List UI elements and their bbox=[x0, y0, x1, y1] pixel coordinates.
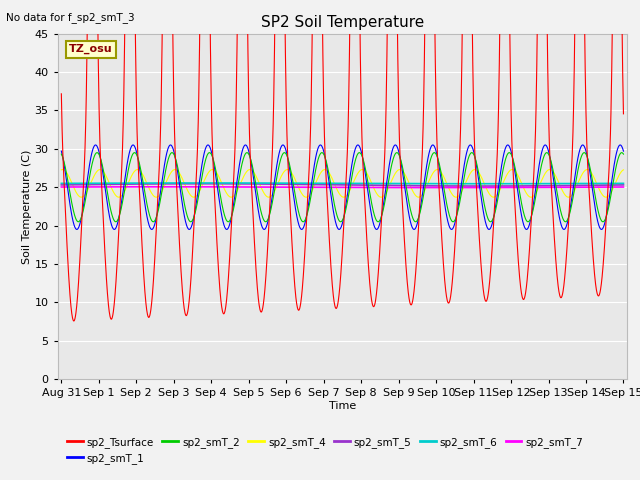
sp2_smT_6 bbox=[211, 180, 219, 186]
sp2_smT_4 bbox=[510, 167, 518, 173]
sp2_smT_7 bbox=[58, 184, 65, 190]
sp2_smT_4 bbox=[211, 168, 219, 174]
Line: sp2_smT_6: sp2_smT_6 bbox=[61, 183, 623, 184]
Line: sp2_smT_1: sp2_smT_1 bbox=[61, 145, 623, 229]
Line: sp2_smT_5: sp2_smT_5 bbox=[61, 184, 623, 186]
sp2_smT_2 bbox=[620, 151, 627, 157]
Text: No data for f_sp2_smT_3: No data for f_sp2_smT_3 bbox=[6, 12, 135, 23]
sp2_smT_1 bbox=[92, 142, 99, 148]
sp2_smT_7 bbox=[620, 184, 627, 190]
sp2_smT_4 bbox=[595, 186, 603, 192]
sp2_smT_1 bbox=[620, 148, 627, 154]
sp2_smT_1 bbox=[407, 220, 415, 226]
sp2_Tsurface bbox=[70, 318, 77, 324]
sp2_smT_2 bbox=[58, 151, 65, 157]
sp2_smT_1 bbox=[58, 148, 65, 154]
sp2_smT_2 bbox=[211, 164, 219, 170]
sp2_smT_4 bbox=[348, 182, 356, 188]
sp2_smT_7 bbox=[595, 184, 603, 190]
sp2_smT_5 bbox=[510, 183, 518, 189]
sp2_smT_6 bbox=[162, 180, 170, 186]
sp2_smT_4 bbox=[59, 167, 67, 172]
sp2_smT_6 bbox=[348, 180, 356, 186]
sp2_smT_2 bbox=[74, 219, 82, 225]
sp2_Tsurface bbox=[595, 292, 603, 298]
sp2_smT_1 bbox=[73, 227, 81, 232]
sp2_smT_2 bbox=[595, 213, 603, 218]
sp2_smT_2 bbox=[510, 158, 518, 164]
sp2_smT_5 bbox=[595, 182, 603, 188]
sp2_smT_7 bbox=[407, 185, 415, 191]
Line: sp2_smT_2: sp2_smT_2 bbox=[61, 153, 623, 222]
Line: sp2_Tsurface: sp2_Tsurface bbox=[61, 0, 623, 321]
sp2_smT_4 bbox=[58, 167, 65, 173]
sp2_smT_6 bbox=[198, 180, 205, 186]
sp2_smT_7 bbox=[211, 184, 219, 190]
sp2_smT_5 bbox=[211, 181, 219, 187]
Text: TZ_osu: TZ_osu bbox=[69, 44, 113, 54]
sp2_smT_6 bbox=[595, 180, 603, 186]
sp2_smT_7 bbox=[510, 185, 518, 191]
sp2_Tsurface bbox=[58, 91, 65, 96]
sp2_smT_5 bbox=[198, 181, 205, 187]
sp2_smT_1 bbox=[510, 161, 518, 167]
Line: sp2_smT_4: sp2_smT_4 bbox=[61, 169, 623, 197]
Y-axis label: Soil Temperature (C): Soil Temperature (C) bbox=[22, 149, 31, 264]
sp2_smT_4 bbox=[163, 179, 170, 184]
X-axis label: Time: Time bbox=[329, 401, 356, 411]
sp2_smT_7 bbox=[163, 184, 170, 190]
sp2_smT_5 bbox=[479, 183, 487, 189]
sp2_smT_7 bbox=[348, 184, 356, 190]
sp2_smT_6 bbox=[58, 180, 65, 186]
sp2_smT_6 bbox=[510, 181, 518, 187]
sp2_smT_5 bbox=[348, 182, 356, 188]
sp2_smT_4 bbox=[407, 184, 415, 190]
sp2_smT_7 bbox=[153, 184, 161, 190]
sp2_smT_6 bbox=[620, 180, 627, 186]
sp2_smT_5 bbox=[58, 182, 65, 188]
sp2_Tsurface bbox=[211, 204, 219, 210]
sp2_smT_5 bbox=[162, 181, 170, 187]
sp2_smT_1 bbox=[163, 151, 170, 157]
sp2_smT_2 bbox=[348, 171, 356, 177]
sp2_smT_1 bbox=[348, 159, 356, 165]
sp2_smT_6 bbox=[407, 181, 415, 187]
Legend: sp2_Tsurface, sp2_smT_1, sp2_smT_2, sp2_smT_4, sp2_smT_5, sp2_smT_6, sp2_smT_7: sp2_Tsurface, sp2_smT_1, sp2_smT_2, sp2_… bbox=[63, 433, 588, 468]
sp2_smT_1 bbox=[595, 224, 603, 229]
sp2_smT_2 bbox=[163, 164, 170, 169]
sp2_smT_7 bbox=[435, 185, 442, 191]
sp2_smT_6 bbox=[479, 181, 487, 187]
Title: SP2 Soil Temperature: SP2 Soil Temperature bbox=[260, 15, 424, 30]
sp2_smT_2 bbox=[407, 208, 415, 214]
Line: sp2_smT_7: sp2_smT_7 bbox=[61, 187, 623, 188]
sp2_smT_2 bbox=[93, 150, 101, 156]
sp2_Tsurface bbox=[620, 111, 627, 117]
sp2_smT_5 bbox=[620, 182, 627, 188]
sp2_Tsurface bbox=[407, 302, 415, 308]
sp2_smT_1 bbox=[211, 169, 219, 175]
sp2_Tsurface bbox=[510, 179, 518, 185]
sp2_smT_4 bbox=[620, 167, 627, 173]
sp2_smT_4 bbox=[77, 194, 85, 200]
sp2_smT_5 bbox=[407, 183, 415, 189]
